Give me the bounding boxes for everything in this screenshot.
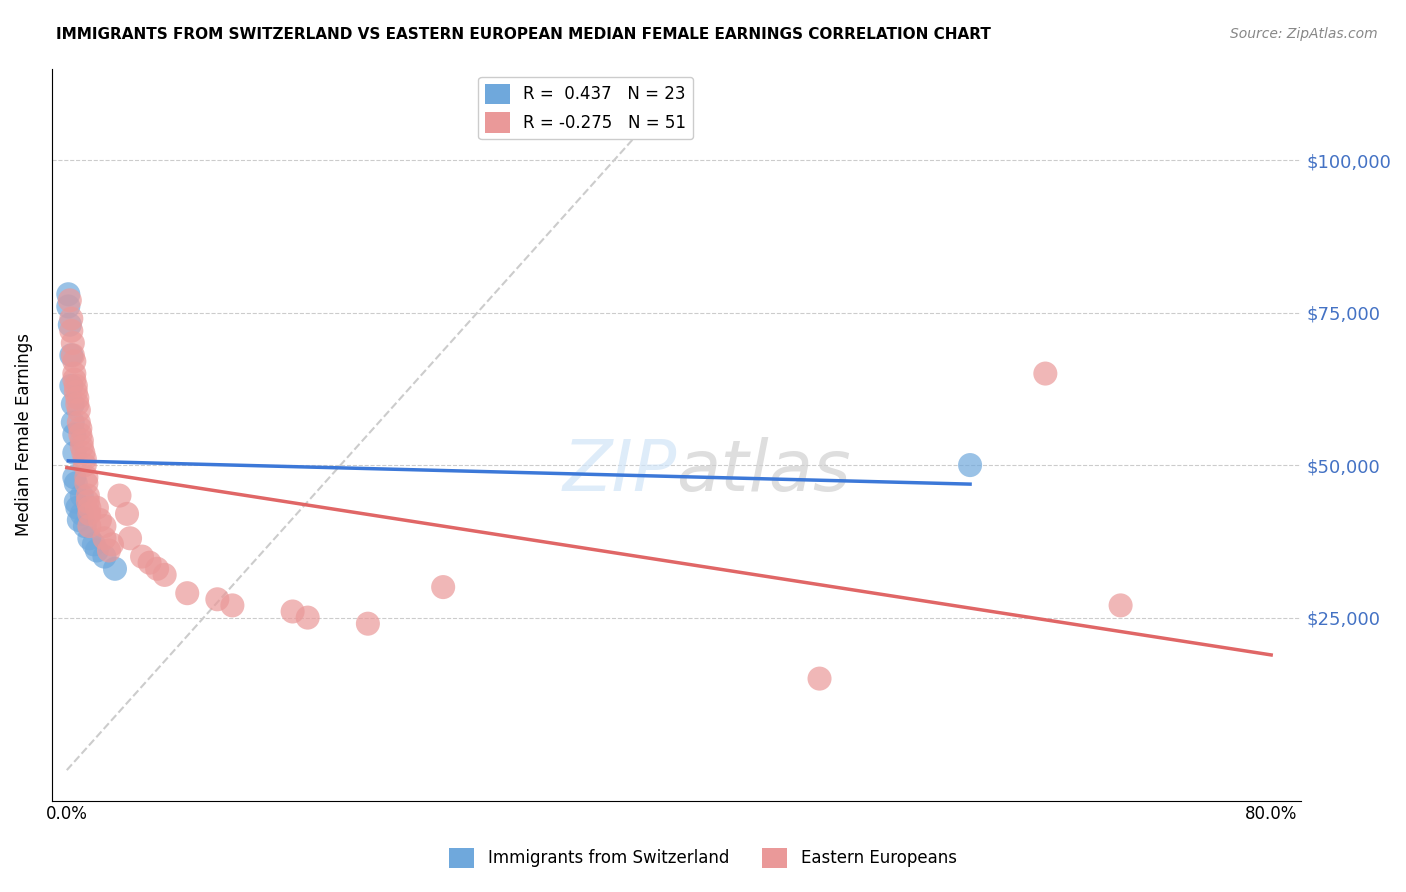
Point xyxy=(115,507,138,521)
Point xyxy=(104,562,127,576)
Point xyxy=(70,507,93,521)
Point xyxy=(70,440,93,454)
Point xyxy=(70,434,93,448)
Point xyxy=(75,476,97,491)
Text: Source: ZipAtlas.com: Source: ZipAtlas.com xyxy=(1230,27,1378,41)
Point xyxy=(281,605,304,619)
Point xyxy=(176,586,198,600)
Point xyxy=(59,318,82,332)
Point xyxy=(72,446,94,460)
Point xyxy=(60,348,83,362)
Point xyxy=(808,672,831,686)
Point xyxy=(58,300,80,314)
Point xyxy=(432,580,454,594)
Point xyxy=(60,311,83,326)
Point xyxy=(79,519,101,533)
Point xyxy=(62,416,84,430)
Point xyxy=(83,537,105,551)
Point xyxy=(138,556,160,570)
Point xyxy=(66,391,89,405)
Point xyxy=(70,489,93,503)
Point xyxy=(75,470,97,484)
Point xyxy=(62,348,84,362)
Point xyxy=(63,354,86,368)
Point xyxy=(60,324,83,338)
Point xyxy=(65,494,87,508)
Y-axis label: Median Female Earnings: Median Female Earnings xyxy=(15,333,32,536)
Point xyxy=(66,500,89,515)
Point xyxy=(221,599,243,613)
Point xyxy=(63,367,86,381)
Point xyxy=(62,397,84,411)
Point xyxy=(77,494,100,508)
Point xyxy=(101,537,124,551)
Point xyxy=(131,549,153,564)
Point xyxy=(66,397,89,411)
Point xyxy=(357,616,380,631)
Point xyxy=(73,458,96,472)
Point xyxy=(77,489,100,503)
Point xyxy=(89,513,111,527)
Point xyxy=(86,500,108,515)
Point xyxy=(73,519,96,533)
Text: atlas: atlas xyxy=(676,437,851,506)
Point xyxy=(63,470,86,484)
Point xyxy=(1033,367,1056,381)
Legend: Immigrants from Switzerland, Eastern Europeans: Immigrants from Switzerland, Eastern Eur… xyxy=(443,841,963,875)
Point xyxy=(67,416,90,430)
Point xyxy=(86,543,108,558)
Point xyxy=(60,378,83,392)
Text: IMMIGRANTS FROM SWITZERLAND VS EASTERN EUROPEAN MEDIAN FEMALE EARNINGS CORRELATI: IMMIGRANTS FROM SWITZERLAND VS EASTERN E… xyxy=(56,27,991,42)
Point xyxy=(69,421,91,435)
Legend: R =  0.437   N = 23, R = -0.275   N = 51: R = 0.437 N = 23, R = -0.275 N = 51 xyxy=(478,77,693,139)
Point xyxy=(93,519,115,533)
Point xyxy=(93,549,115,564)
Point xyxy=(59,293,82,308)
Point xyxy=(93,531,115,545)
Point xyxy=(73,452,96,467)
Point xyxy=(63,427,86,442)
Point xyxy=(67,513,90,527)
Point xyxy=(146,562,169,576)
Point xyxy=(62,336,84,351)
Point xyxy=(297,610,319,624)
Text: ZIP: ZIP xyxy=(562,437,676,506)
Point xyxy=(153,567,176,582)
Point xyxy=(79,500,101,515)
Point xyxy=(65,378,87,392)
Point xyxy=(207,592,229,607)
Point xyxy=(1109,599,1132,613)
Point xyxy=(108,489,131,503)
Point xyxy=(79,531,101,545)
Point xyxy=(58,287,80,301)
Point xyxy=(67,403,90,417)
Point xyxy=(65,384,87,399)
Point xyxy=(63,446,86,460)
Point xyxy=(79,507,101,521)
Point xyxy=(959,458,981,472)
Point xyxy=(65,476,87,491)
Point xyxy=(118,531,141,545)
Point xyxy=(97,543,120,558)
Point xyxy=(69,427,91,442)
Point xyxy=(63,373,86,387)
